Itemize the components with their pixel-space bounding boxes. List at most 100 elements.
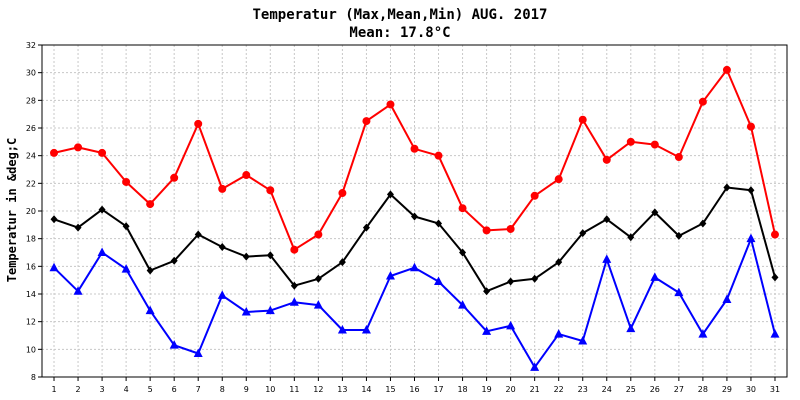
x-tick-label: 24 — [602, 385, 612, 394]
y-tick-label: 28 — [26, 96, 36, 105]
x-tick-label: 4 — [124, 385, 129, 394]
data-point-max — [746, 122, 755, 131]
x-tick-label: 21 — [530, 385, 540, 394]
data-point-max — [266, 186, 275, 195]
x-tick-label: 6 — [172, 385, 177, 394]
x-tick-label: 30 — [746, 385, 756, 394]
y-tick-label: 8 — [31, 373, 36, 382]
data-point-max — [530, 191, 539, 200]
data-point-mean — [122, 222, 130, 231]
x-tick-label: 31 — [770, 385, 780, 394]
data-point-max — [578, 115, 587, 124]
data-point-mean — [507, 277, 515, 286]
y-tick-label: 24 — [26, 152, 36, 161]
data-point-min — [506, 320, 516, 330]
data-point-mean — [699, 219, 707, 228]
data-point-min — [265, 305, 275, 315]
x-tick-label: 28 — [698, 385, 708, 394]
x-tick-label: 20 — [506, 385, 516, 394]
data-point-mean — [675, 231, 683, 240]
x-tick-label: 17 — [433, 385, 443, 394]
data-point-mean — [170, 256, 178, 265]
data-point-max — [362, 117, 371, 126]
data-point-max — [698, 97, 707, 106]
data-point-min — [73, 286, 83, 295]
data-point-mean — [459, 248, 467, 257]
x-tick-label: 19 — [482, 385, 492, 394]
data-point-mean — [531, 274, 539, 283]
data-point-min — [674, 287, 684, 297]
x-tick-label: 26 — [650, 385, 660, 394]
data-point-max — [386, 100, 395, 109]
data-point-max — [722, 65, 731, 74]
data-point-max — [170, 173, 179, 182]
data-point-min — [121, 264, 131, 273]
data-point-min — [410, 262, 419, 272]
data-point-max — [218, 184, 227, 193]
data-point-mean — [627, 233, 635, 242]
data-point-max — [146, 200, 155, 209]
data-point-max — [650, 140, 659, 149]
data-point-mean — [314, 274, 322, 283]
data-point-max — [194, 119, 203, 128]
data-point-mean — [74, 223, 82, 232]
x-tick-label: 16 — [409, 385, 419, 394]
data-point-mean — [411, 212, 418, 221]
data-point-mean — [194, 230, 202, 239]
data-point-min — [97, 247, 107, 256]
y-tick-label: 22 — [26, 179, 36, 188]
series-min — [49, 233, 780, 371]
data-point-max — [458, 204, 467, 213]
data-point-mean — [747, 186, 755, 195]
x-tick-label: 8 — [220, 385, 225, 394]
x-tick-label: 12 — [313, 385, 323, 394]
data-point-mean — [50, 215, 58, 224]
data-point-mean — [435, 219, 443, 228]
data-point-min — [458, 300, 468, 309]
x-tick-label: 18 — [457, 385, 467, 394]
data-point-mean — [483, 287, 491, 296]
series-max — [50, 65, 779, 254]
data-point-min — [313, 300, 323, 309]
data-point-min — [626, 323, 636, 333]
data-point-max — [338, 189, 347, 198]
data-point-min — [746, 233, 756, 243]
data-point-min — [217, 290, 227, 299]
data-point-max — [770, 230, 779, 239]
y-tick-label: 18 — [26, 235, 36, 244]
x-tick-label: 25 — [626, 385, 636, 394]
data-point-min — [722, 294, 732, 304]
y-tick-label: 30 — [26, 69, 36, 78]
x-tick-label: 2 — [76, 385, 81, 394]
x-tick-label: 15 — [385, 385, 395, 394]
x-tick-label: 23 — [578, 385, 588, 394]
data-point-mean — [555, 258, 563, 267]
data-point-mean — [771, 273, 779, 282]
data-point-max — [482, 226, 491, 235]
data-point-mean — [579, 229, 587, 238]
data-point-max — [410, 144, 419, 153]
series-line-mean — [53, 186, 776, 293]
data-point-max — [506, 224, 515, 233]
data-point-min — [337, 324, 347, 334]
data-point-max — [314, 230, 323, 239]
data-point-min — [193, 348, 203, 357]
data-point-max — [554, 175, 563, 184]
data-point-mean — [723, 183, 731, 192]
data-point-min — [530, 362, 540, 371]
data-point-max — [434, 151, 443, 160]
data-point-mean — [98, 205, 106, 214]
x-tick-label: 3 — [100, 385, 105, 394]
data-point-min — [145, 305, 155, 315]
series-mean — [50, 183, 779, 296]
data-point-mean — [603, 215, 611, 224]
data-point-min — [482, 326, 492, 335]
chart-title: Temperatur (Max,Mean,Min) AUG. 2017 — [252, 7, 547, 23]
data-point-min — [698, 329, 708, 338]
x-tick-label: 5 — [148, 385, 153, 394]
data-point-min — [434, 276, 444, 286]
y-axis-label: Temperatur in &deg;C — [5, 138, 19, 283]
data-point-max — [50, 148, 59, 157]
